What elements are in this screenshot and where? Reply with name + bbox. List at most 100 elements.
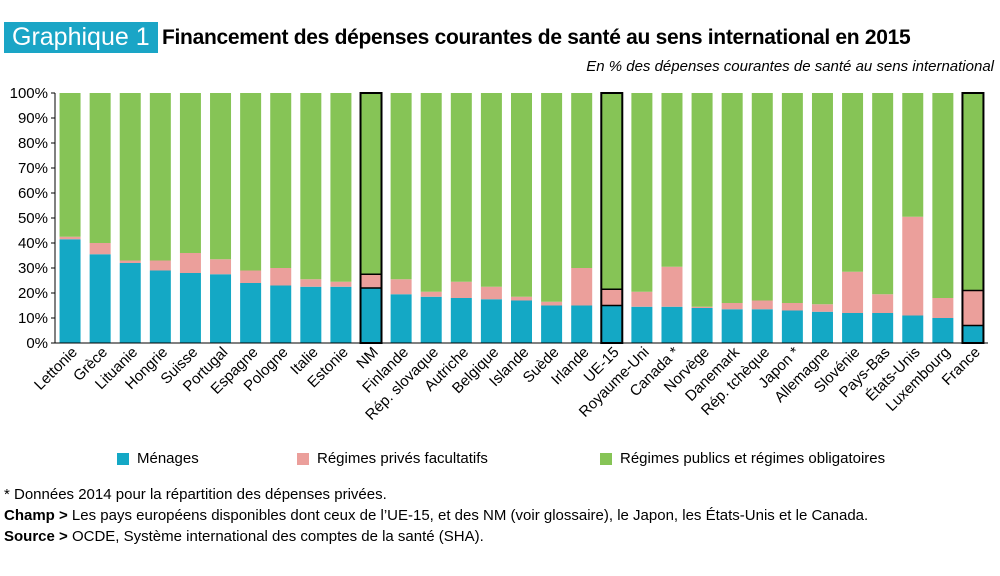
bar-segment-publics (962, 93, 983, 291)
bar-segment-prives (300, 279, 321, 287)
y-tick-label: 70% (18, 160, 48, 177)
bar-segment-menages (180, 273, 201, 343)
bar-segment-publics (451, 93, 472, 282)
bar-segment-publics (601, 93, 622, 289)
legend: Ménages Régimes privés facultatifs Régim… (0, 450, 1000, 474)
note-source-label: Source > (4, 528, 68, 545)
legend-label-publics: Régimes publics et régimes obligatoires (620, 450, 885, 467)
bar-segment-menages (752, 309, 773, 343)
bar-segment-publics (421, 93, 442, 292)
bar-segment-menages (330, 287, 351, 343)
bar-segment-prives (902, 217, 923, 316)
y-tick-label: 0% (26, 335, 48, 352)
bar-segment-publics (150, 93, 171, 261)
y-tick-label: 20% (18, 285, 48, 302)
bar-segment-menages (270, 286, 291, 344)
legend-swatch-prives (297, 453, 309, 465)
bar-segment-menages (391, 294, 412, 343)
bar-segment-menages (120, 263, 141, 343)
legend-item-menages: Ménages (117, 450, 199, 467)
bar-segment-publics (180, 93, 201, 253)
bar-segment-publics (511, 93, 532, 297)
bar-segment-menages (451, 298, 472, 343)
bar-segment-menages (932, 318, 953, 343)
note-champ-text: Les pays européens disponibles dont ceux… (68, 507, 868, 524)
bar-segment-prives (60, 237, 81, 240)
bar-segment-prives (391, 279, 412, 294)
bar-segment-publics (812, 93, 833, 304)
legend-item-publics: Régimes publics et régimes obligatoires (600, 450, 885, 467)
bar-segment-prives (661, 267, 682, 307)
note-source-text: OCDE, Système international des comptes … (68, 528, 484, 545)
bar-segment-publics (270, 93, 291, 268)
bar-segment-prives (872, 294, 893, 313)
y-tick-label: 60% (18, 185, 48, 202)
note-champ-label: Champ > (4, 507, 68, 524)
bar-segment-menages (421, 297, 442, 343)
legend-swatch-publics (600, 453, 612, 465)
bar-segment-menages (361, 288, 382, 343)
y-tick-label: 90% (18, 110, 48, 127)
bar-segment-publics (60, 93, 81, 237)
bar-segment-publics (90, 93, 111, 243)
bar-segment-menages (962, 326, 983, 344)
bar-segment-prives (722, 303, 743, 309)
bar-segment-prives (150, 261, 171, 271)
bar-segment-prives (180, 253, 201, 273)
bar-segment-menages (902, 316, 923, 344)
bar-segment-menages (60, 239, 81, 343)
y-tick-label: 50% (18, 210, 48, 227)
bar-segment-prives (421, 292, 442, 297)
bar-segment-prives (782, 303, 803, 311)
bar-segment-menages (150, 271, 171, 344)
bar-segment-prives (932, 298, 953, 318)
bar-segment-prives (812, 304, 833, 312)
y-tick-label: 40% (18, 235, 48, 252)
bar-segment-publics (300, 93, 321, 279)
notes: * Données 2014 pour la répartition des d… (4, 484, 868, 547)
bar-segment-menages (601, 306, 622, 344)
note-star: * Données 2014 pour la répartition des d… (4, 484, 868, 505)
legend-label-prives: Régimes privés facultatifs (317, 450, 488, 467)
bar-segment-menages (842, 313, 863, 343)
bar-segment-menages (240, 283, 261, 343)
y-tick-label: 100% (10, 85, 48, 102)
bar-segment-menages (661, 307, 682, 343)
bar-segment-prives (511, 297, 532, 301)
bar-segment-prives (120, 261, 141, 264)
bar-segment-menages (90, 254, 111, 343)
bar-segment-prives (210, 259, 231, 274)
bar-segment-publics (722, 93, 743, 303)
bar-segment-menages (210, 274, 231, 343)
bar-segment-prives (270, 268, 291, 286)
bar-segment-publics (902, 93, 923, 217)
bar-segment-menages (571, 306, 592, 344)
stacked-bar-chart: 0%10%20%30%40%50%60%70%80%90%100%Lettoni… (0, 80, 1000, 450)
bar-segment-prives (330, 282, 351, 287)
bar-segment-publics (872, 93, 893, 294)
bar-segment-prives (90, 243, 111, 254)
bar-segment-publics (330, 93, 351, 282)
bar-segment-menages (812, 312, 833, 343)
bar-segment-publics (210, 93, 231, 259)
bar-segment-prives (752, 301, 773, 310)
bar-segment-publics (120, 93, 141, 261)
y-tick-label: 10% (18, 310, 48, 327)
legend-swatch-menages (117, 453, 129, 465)
bar-segment-publics (361, 93, 382, 274)
bar-segment-publics (240, 93, 261, 271)
bar-segment-menages (481, 299, 502, 343)
chart-badge: Graphique 1 (4, 22, 158, 53)
bar-segment-publics (541, 93, 562, 302)
bar-segment-menages (300, 287, 321, 343)
bar-segment-menages (722, 309, 743, 343)
bar-segment-publics (571, 93, 592, 268)
y-tick-label: 80% (18, 135, 48, 152)
bar-segment-publics (391, 93, 412, 279)
bar-segment-prives (541, 302, 562, 306)
bar-segment-menages (631, 307, 652, 343)
bar-segment-menages (511, 301, 532, 344)
bar-segment-prives (692, 307, 713, 308)
bar-segment-prives (361, 274, 382, 288)
bar-segment-prives (481, 287, 502, 300)
